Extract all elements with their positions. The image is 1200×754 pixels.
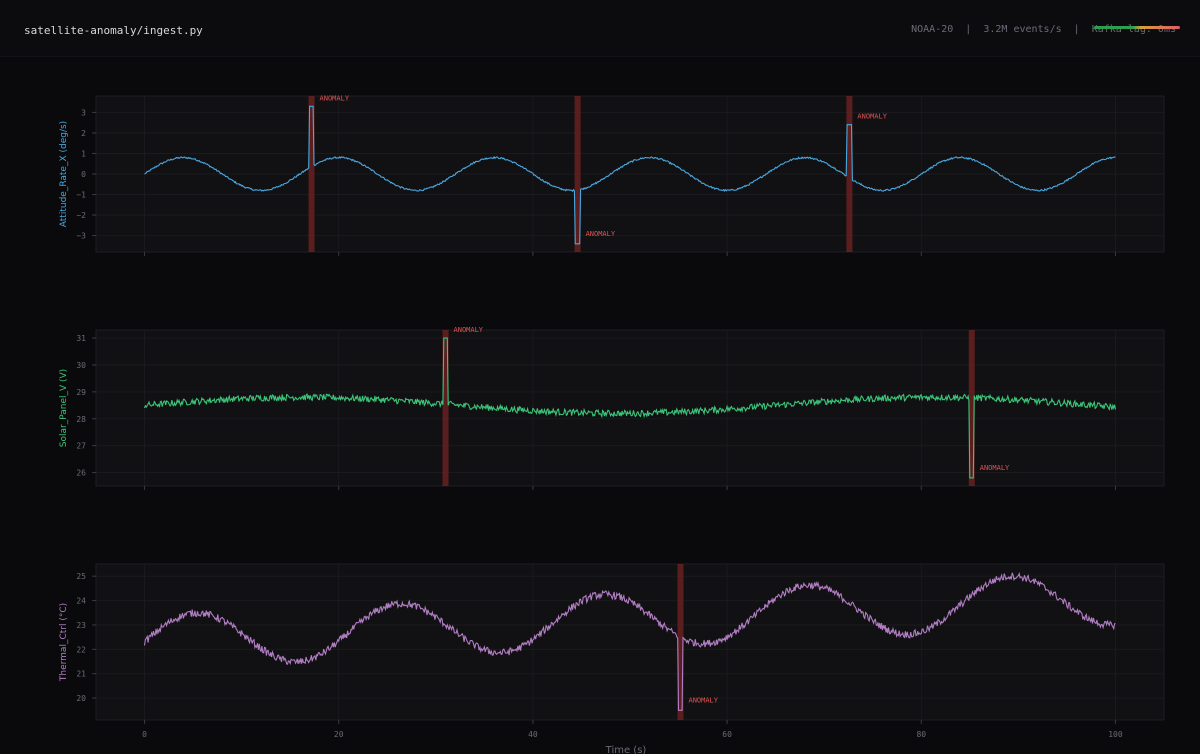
y-tick-label: 27 [76, 442, 86, 451]
anomaly-label: ANOMALY [857, 113, 887, 121]
anomaly-band [442, 330, 449, 486]
x-axis-label: Time (s) [605, 745, 647, 754]
chart-panel-3: 0 20 40 60 80 100 20 21 22 23 24 25 ANOMALY Thermal_C… [59, 563, 1165, 754]
y-tick-label: −1 [76, 191, 86, 200]
y-tick-label: 29 [76, 388, 86, 397]
y-tick-label: 23 [76, 621, 86, 630]
x-tick-label: 80 [916, 730, 926, 739]
anomaly-band [677, 564, 684, 720]
y-tick-label: 20 [76, 694, 86, 703]
series-line [143, 337, 1117, 479]
y-tick-label: −3 [76, 232, 86, 241]
series-line [143, 571, 1116, 711]
x-tick-label: 0 [142, 730, 147, 739]
y-tick-label: 3 [81, 108, 86, 117]
status-readout: NOAA-20 | 3.2M events/s | Kafka lag: 0ms [911, 24, 1176, 35]
y-tick-label: 24 [76, 597, 86, 606]
anomaly-band [574, 96, 581, 252]
y-axis-label: Thermal_Ctrl (°C) [59, 603, 69, 682]
chart-panel-1: −3 −2 −1 0 1 2 3 ANOMALY ANOMALY ANOMALY Attitude_… [59, 94, 1165, 256]
anomaly-band [968, 330, 975, 486]
app-title: satellite-anomaly/ingest.py [24, 24, 203, 37]
x-tick-label: 40 [528, 730, 538, 739]
y-tick-label: 1 [81, 149, 86, 158]
anomaly-label: ANOMALY [454, 326, 484, 334]
anomaly-label: ANOMALY [320, 94, 350, 102]
anomaly-band [846, 96, 853, 252]
chart-panel-2: 26 27 28 29 30 31 ANOMALY ANOMALY Solar_Panel_V … [59, 326, 1165, 490]
anomaly-label: ANOMALY [980, 464, 1010, 472]
y-tick-label: 30 [76, 361, 86, 370]
y-tick-label: 28 [76, 415, 86, 424]
y-axis-label: Attitude_Rate_X (deg/s) [59, 121, 69, 227]
plot-background [95, 329, 1165, 487]
y-tick-label: −2 [76, 211, 86, 220]
y-tick-label: 2 [81, 129, 86, 138]
plot-background [95, 563, 1165, 721]
y-tick-label: 21 [76, 670, 86, 679]
y-axis-label: Solar_Panel_V (V) [59, 369, 69, 447]
y-tick-label: 0 [81, 170, 86, 179]
y-tick-label: 26 [76, 469, 86, 478]
kafka-lag-indicator [1094, 26, 1180, 29]
x-tick-label: 60 [722, 730, 732, 739]
y-tick-label: 31 [76, 334, 86, 343]
anomaly-label: ANOMALY [688, 696, 718, 704]
y-tick-label: 25 [76, 572, 86, 581]
x-tick-label: 100 [1108, 730, 1123, 739]
x-tick-label: 20 [334, 730, 344, 739]
top-bar: satellite-anomaly/ingest.py NOAA-20 | 3.… [0, 0, 1200, 57]
y-tick-label: 22 [76, 645, 86, 654]
anomaly-label: ANOMALY [586, 230, 616, 238]
anomaly-band [308, 96, 315, 252]
series-line [144, 105, 1116, 245]
